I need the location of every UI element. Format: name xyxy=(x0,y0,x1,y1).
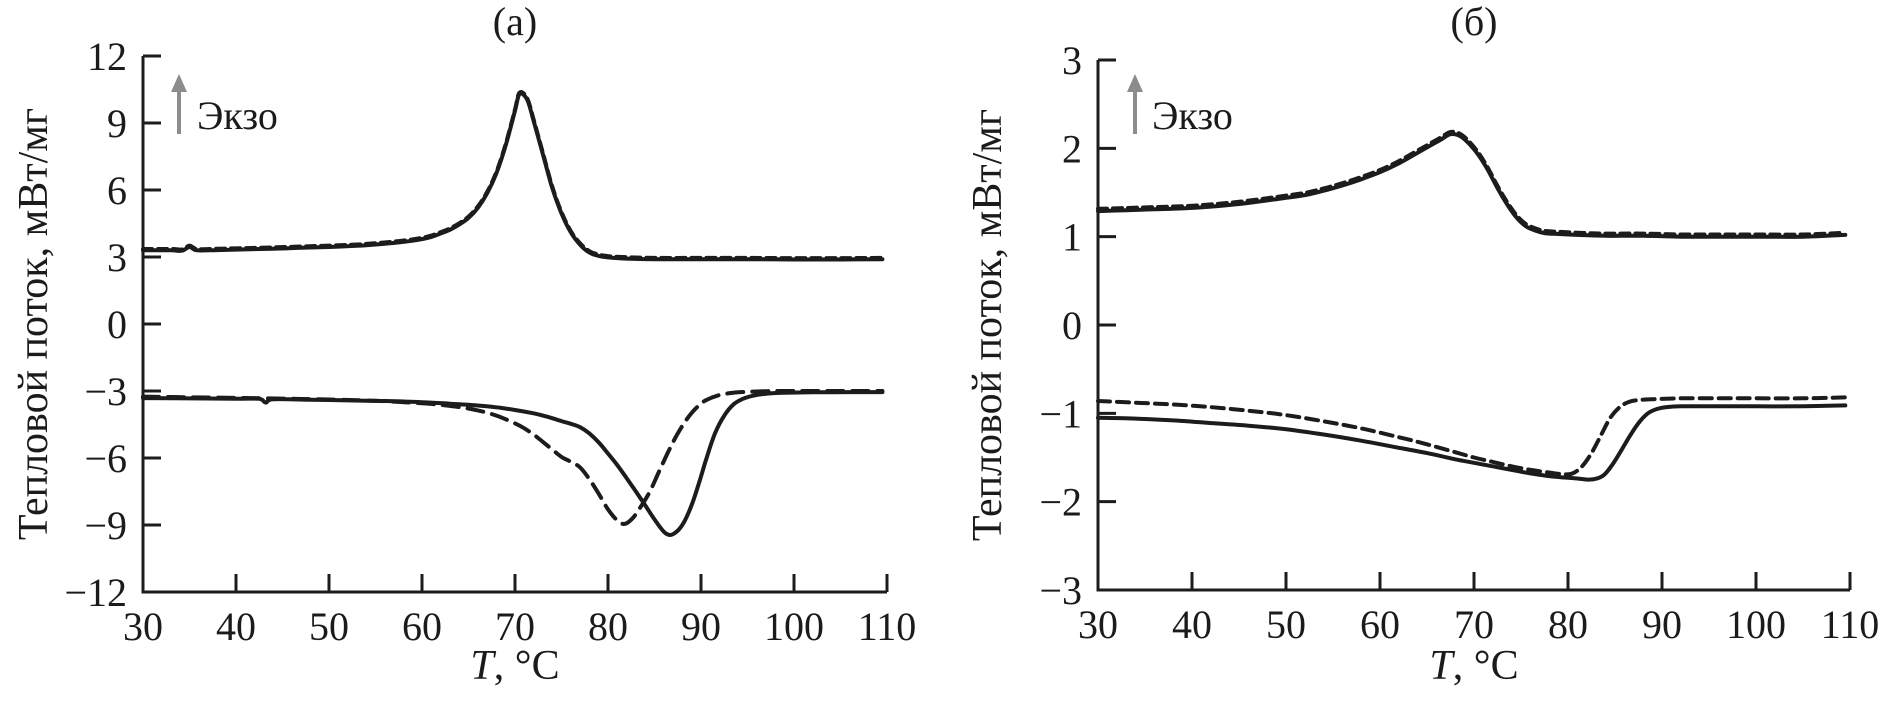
panel-a-x-tick-label-60: 60 xyxy=(402,604,442,649)
panel-b-x-tick-label-110: 110 xyxy=(1821,602,1880,647)
panel-a-x-tick-label-110: 110 xyxy=(858,604,917,649)
panel-b-x-axis-unit: , °C xyxy=(1452,643,1519,689)
panel-b-y-tick-label--2: −2 xyxy=(1039,480,1082,525)
panel-a-y-tick-label-0: 0 xyxy=(107,302,127,347)
panel-b-y-tick-label--1: −1 xyxy=(1039,391,1082,436)
panel-a-x-tick-label-90: 90 xyxy=(681,604,721,649)
panel-b-curve-cooling-dashed xyxy=(1096,395,1848,477)
panel-b-exo-annotation: Экзо xyxy=(1152,93,1233,138)
panel-b-curve-heating-dashed xyxy=(1096,129,1848,237)
panel-b-y-tick-label-2: 2 xyxy=(1062,126,1082,171)
panel-b-x-tick-label-90: 90 xyxy=(1642,602,1682,647)
panel-a-y-tick-label--3: −3 xyxy=(84,369,127,414)
panel-a-exo-up-arrow-head-icon xyxy=(171,74,187,92)
panel-b-x-tick-label-80: 80 xyxy=(1548,602,1588,647)
panel-a-curve-cooling-solid xyxy=(141,390,885,538)
panel-b-exo-up-arrow-head-icon xyxy=(1127,74,1143,92)
panel-a-y-axis-label: Тепловой поток, мВт/мг xyxy=(11,107,57,541)
panel-a-y-tick-label-9: 9 xyxy=(107,101,127,146)
panel-b-y-axis-label: Тепловой поток, мВт/мг xyxy=(965,108,1011,542)
panel-a-x-tick-label-30: 30 xyxy=(123,604,163,649)
panel-b-x-tick-label-30: 30 xyxy=(1078,602,1118,647)
panel-a-x-tick-label-40: 40 xyxy=(216,604,256,649)
panel-a-y-tick-label--6: −6 xyxy=(84,436,127,481)
panel-a-y-tick-label-12: 12 xyxy=(87,34,127,79)
panel-a-curve-cooling-dashed xyxy=(141,389,885,526)
panel-b-curve-heating-solid xyxy=(1096,131,1848,239)
panel-b-title: (б) xyxy=(1450,0,1498,44)
panel-b-x-tick-label-100: 100 xyxy=(1726,602,1786,647)
panel-a-x-axis-unit: , °C xyxy=(493,643,560,689)
panel-b-y-tick-label--3: −3 xyxy=(1039,568,1082,613)
panel-a-x-tick-label-70: 70 xyxy=(495,604,535,649)
panel-b-y-tick-label-1: 1 xyxy=(1062,215,1082,260)
panel-a-y-tick-label-6: 6 xyxy=(107,168,127,213)
panel-a-title: (а) xyxy=(492,0,538,44)
panel-b-x-tick-label-70: 70 xyxy=(1454,602,1494,647)
panel-a-exo-annotation: Экзо xyxy=(197,93,278,138)
panel-a-x-axis-symbol: T xyxy=(470,643,494,689)
panel-a-x-tick-label-80: 80 xyxy=(588,604,628,649)
panel-b-y-tick-label-0: 0 xyxy=(1062,303,1082,348)
panel-b-x-axis-symbol: T xyxy=(1429,643,1453,689)
panel-a-y-tick-label--9: −9 xyxy=(84,503,127,548)
panel-a-x-tick-label-50: 50 xyxy=(309,604,349,649)
panel-a-x-axis-label: T, °C xyxy=(470,642,559,690)
panel-b-x-tick-label-50: 50 xyxy=(1266,602,1306,647)
panel-b-axes xyxy=(1096,60,1850,592)
panel-a-y-tick-label-3: 3 xyxy=(107,235,127,280)
panel-a-y-tick-label--12: −12 xyxy=(64,570,127,615)
panel-a-x-tick-label-100: 100 xyxy=(764,604,824,649)
panel-b-x-tick-label-60: 60 xyxy=(1360,602,1400,647)
panel-a-curve-heating-dashed xyxy=(141,90,885,261)
panel-b-x-axis-label: T, °C xyxy=(1429,642,1518,690)
panel-b-y-tick-label-3: 3 xyxy=(1062,38,1082,83)
panel-b-x-tick-label-40: 40 xyxy=(1172,602,1212,647)
panel-b-curve-cooling-solid xyxy=(1096,403,1848,482)
